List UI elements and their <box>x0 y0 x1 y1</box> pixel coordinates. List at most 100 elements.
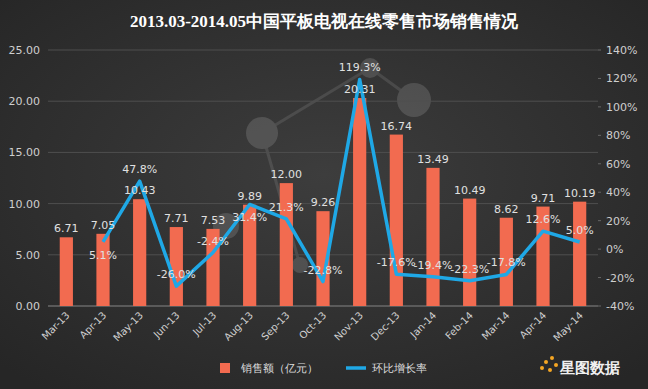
y2-tick <box>598 220 601 221</box>
y2-tick <box>598 192 601 193</box>
line-label: -17.8% <box>487 256 526 269</box>
chart: 2013.03-2014.05中国平板电视在线零售市场销售情况 0.00 5.00 1… <box>0 0 648 389</box>
bar-label: 6.71 <box>54 222 79 235</box>
bar-label: 13.49 <box>417 153 449 166</box>
y2-tick <box>598 163 601 164</box>
line <box>103 79 580 286</box>
bar-label: 10.43 <box>124 184 156 197</box>
bar <box>573 202 586 306</box>
line-label: 119.3% <box>339 61 381 74</box>
grid-line <box>48 50 598 51</box>
brand-logo <box>540 356 558 372</box>
y-tick-label: 0.00 <box>16 300 41 313</box>
data-labels: 6.717.0510.437.717.539.8912.009.2620.311… <box>54 61 595 281</box>
line-label: 47.8% <box>122 163 157 176</box>
y-tick-label: 15.00 <box>9 146 41 159</box>
bar-label: 7.71 <box>164 212 189 225</box>
y2-tick-label: 80% <box>606 129 630 142</box>
line-label: 31.4% <box>232 211 267 224</box>
logo-dot <box>540 366 544 370</box>
bar-label: 9.26 <box>311 196 336 209</box>
y2-tick <box>598 50 601 51</box>
x-tick-label: Jul-13 <box>190 310 219 339</box>
line-label: -26.0% <box>157 268 196 281</box>
x-tick-label: Mar-14 <box>480 310 512 342</box>
title: 2013.03-2014.05中国平板电视在线零售市场销售情况 <box>130 12 519 31</box>
logo-dot <box>548 368 552 372</box>
bar-label: 16.74 <box>381 120 413 133</box>
bar-label: 8.62 <box>494 203 519 216</box>
y2-tick <box>598 78 601 79</box>
line-label: -19.4% <box>414 259 453 272</box>
y2-tick-label: 0% <box>606 243 623 256</box>
line-label: -17.6% <box>377 256 416 269</box>
y-tick-label: 10.00 <box>9 198 41 211</box>
bar-label: 9.89 <box>237 190 262 203</box>
logo-dot <box>554 363 558 367</box>
y2-tick-label: 120% <box>606 72 637 85</box>
line-label: -22.3% <box>450 263 489 276</box>
logo-dot <box>550 356 554 360</box>
legend-swatch <box>220 363 230 373</box>
bar-label: 10.49 <box>454 184 486 197</box>
y2-tick <box>598 306 601 307</box>
bar <box>426 168 439 306</box>
x-tick-label: May-14 <box>551 310 585 344</box>
y2-tick-label: -20% <box>606 272 634 285</box>
x-tick-label: Sep-13 <box>259 310 292 343</box>
grid-line <box>48 101 598 102</box>
y2-tick-label: 20% <box>606 215 630 228</box>
y2-tick <box>598 106 601 107</box>
line-label: 5.1% <box>89 249 117 262</box>
y2-tick-label: 140% <box>606 44 637 57</box>
legend-label: 销售额（亿元） <box>240 362 318 375</box>
x-tick-label: Dec-13 <box>369 310 402 343</box>
y-tick-label: 20.00 <box>9 95 41 108</box>
x-tick-label: Mar-13 <box>40 310 72 342</box>
line-label: -2.4% <box>197 235 229 248</box>
y2-tick-label: -40% <box>606 300 634 313</box>
legend-label: 环比增长率 <box>372 362 427 375</box>
x-tick-label: Oct-13 <box>297 310 329 342</box>
y2-tick-label: 40% <box>606 186 630 199</box>
x-tick-label: Apr-13 <box>77 310 108 341</box>
y2-tick <box>598 135 601 136</box>
bar <box>170 227 183 306</box>
x-tick-label: Jun-13 <box>151 310 182 341</box>
background <box>0 0 648 389</box>
line-label: 5.0% <box>566 224 594 237</box>
bar <box>96 234 109 306</box>
x-tick-label: Feb-14 <box>443 310 475 342</box>
y2-tick <box>598 277 601 278</box>
plot-area <box>60 79 587 306</box>
bar <box>390 135 403 306</box>
y2-tick-label: 60% <box>606 158 630 171</box>
bar <box>463 199 476 306</box>
bar-label: 7.05 <box>91 219 116 232</box>
grid-line <box>48 152 598 153</box>
legend: 销售额（亿元） 环比增长率 <box>220 362 427 375</box>
deco-circle <box>397 83 431 117</box>
line-label: -22.8% <box>304 264 343 277</box>
x-tick-label: May-13 <box>111 310 145 344</box>
bar <box>60 237 73 306</box>
bar-label: 12.00 <box>271 168 303 181</box>
y-tick-label: 25.00 <box>9 44 41 57</box>
bar-label: 9.71 <box>531 192 556 205</box>
brand: 星图数据 <box>559 359 620 377</box>
deco-circle <box>246 117 278 149</box>
x-tick-label: Jan-14 <box>407 310 438 341</box>
x-tick-label: Aug-13 <box>222 310 255 343</box>
x-tick-label: Apr-14 <box>517 310 548 341</box>
bar-label: 10.19 <box>564 187 596 200</box>
bar <box>133 199 146 306</box>
legend-swatch <box>346 366 366 370</box>
y-tick-label: 5.00 <box>16 249 41 262</box>
y2-tick-label: 100% <box>606 101 637 114</box>
bar-label: 20.31 <box>344 83 376 96</box>
line-label: 21.3% <box>269 201 304 214</box>
logo-dot <box>544 360 548 364</box>
y2-tick <box>598 249 601 250</box>
bar <box>353 98 366 306</box>
line-label: 12.6% <box>526 213 561 226</box>
